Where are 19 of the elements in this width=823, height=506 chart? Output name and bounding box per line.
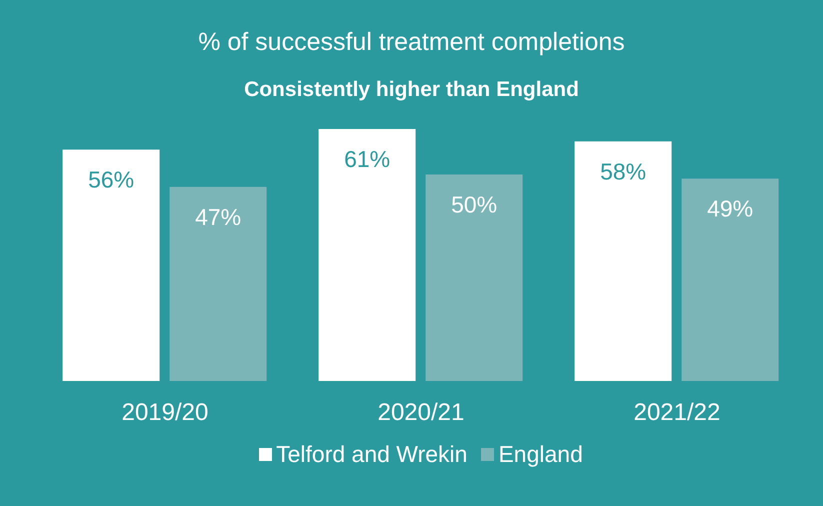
data-label: 58%	[600, 158, 646, 184]
x-tick-label: 2019/20	[122, 399, 208, 426]
x-tick-label: 2021/22	[634, 399, 720, 426]
data-label: 56%	[88, 166, 134, 193]
data-label: 49%	[707, 196, 754, 222]
bar	[426, 174, 523, 381]
data-label: 61%	[344, 146, 390, 172]
legend-label: Telford and Wrekin	[276, 441, 468, 468]
bar	[62, 150, 160, 381]
bar	[574, 141, 672, 381]
bar	[170, 186, 267, 381]
legend-label: England	[498, 441, 583, 468]
data-label: 50%	[451, 191, 498, 218]
x-tick-label: 2020/21	[378, 399, 464, 426]
data-label: 47%	[195, 204, 242, 230]
bar	[682, 178, 779, 381]
bar	[318, 129, 416, 381]
chart-title: % of successful treatment completions	[197, 28, 626, 57]
chart-subtitle: Consistently higher than England	[243, 78, 580, 102]
